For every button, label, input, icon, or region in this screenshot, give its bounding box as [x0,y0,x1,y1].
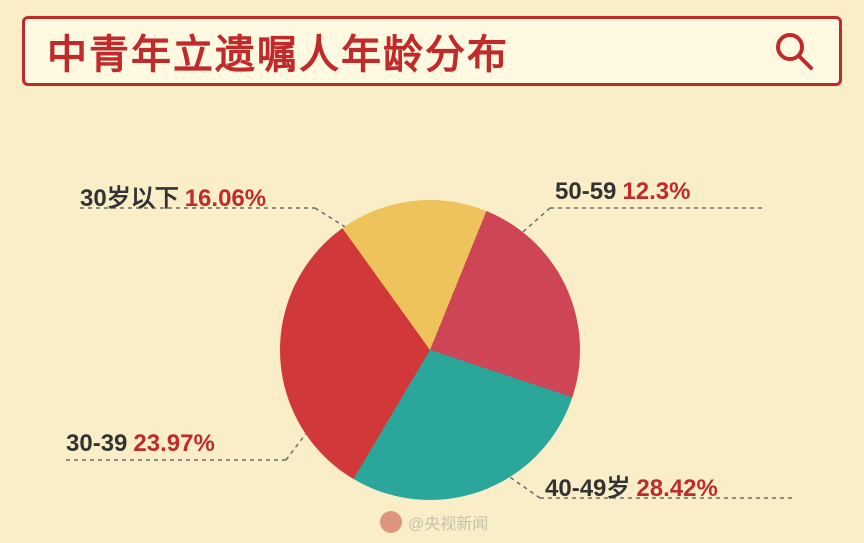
watermark-logo-icon [380,511,402,533]
callout-40-49: 40-49岁 28.42% [545,468,718,503]
callout-50-59: 50-59 12.3% [555,178,690,206]
watermark-text: @央视新闻 [408,510,488,534]
canvas: 中青年立遗嘱人年龄分布 30岁以下 16.06% 50-59 12.3% 30-… [0,0,864,543]
callout-under-30: 30岁以下 16.06% [80,178,266,213]
callout-label: 30岁以下 [80,178,179,213]
pie-chart [280,200,580,500]
callout-value: 12.3% [622,178,690,206]
callout-label: 50-59 [555,178,616,206]
pie-disc [280,200,580,500]
watermark: @央视新闻 [380,510,488,534]
callout-value: 16.06% [185,185,266,213]
callout-label: 30-39 [66,430,127,458]
callout-value: 28.42% [636,475,717,503]
callout-30-39: 30-39 23.97% [66,430,215,458]
callout-label: 40-49岁 [545,468,630,503]
callout-value: 23.97% [133,430,214,458]
